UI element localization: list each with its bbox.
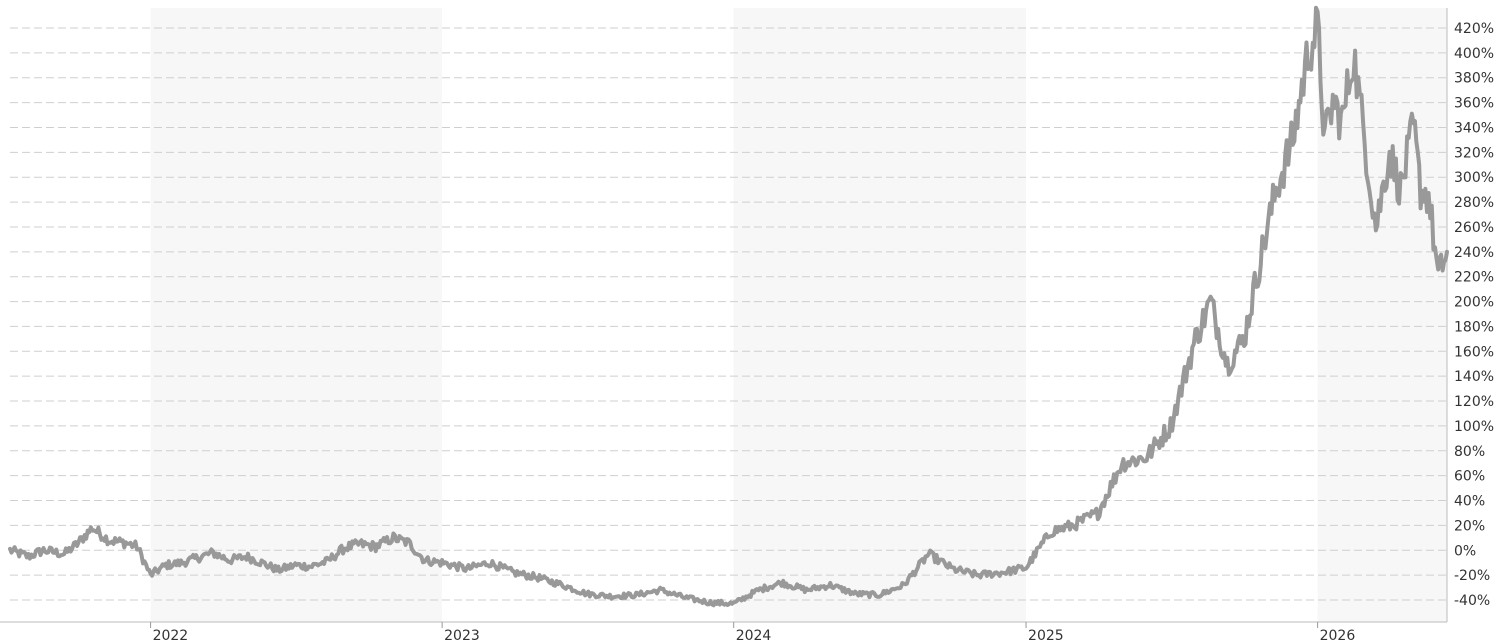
y-tick-label: 380%: [1454, 71, 1494, 87]
year-band: [733, 8, 1027, 622]
y-tick-label: 100%: [1454, 419, 1494, 435]
y-tick-label: 360%: [1454, 96, 1494, 112]
y-tick-label: 140%: [1454, 369, 1494, 385]
y-tick-label: -20%: [1454, 568, 1490, 584]
y-tick-label: 320%: [1454, 145, 1494, 161]
x-tick-label: 2025: [1028, 628, 1064, 642]
x-tick-label: 2026: [1320, 628, 1356, 642]
x-tick-label: 2022: [153, 628, 189, 642]
y-tick-label: 400%: [1454, 46, 1494, 62]
year-band: [150, 8, 443, 622]
y-tick-label: 340%: [1454, 120, 1494, 136]
y-tick-label: 0%: [1454, 543, 1476, 559]
plot-area: [8, 5, 1449, 608]
year-band: [1026, 8, 1318, 622]
y-tick-label: 200%: [1454, 295, 1494, 311]
y-tick-label: 220%: [1454, 270, 1494, 286]
year-band: [10, 8, 151, 622]
y-tick-label: 80%: [1454, 444, 1485, 460]
year-bands: [10, 8, 1447, 622]
y-tick-label: 40%: [1454, 494, 1485, 510]
y-tick-label: 180%: [1454, 319, 1494, 335]
y-axis: -40% -20% 0% 20% 40% 60% 80% 100% 120% 140% 160% 18…: [1446, 8, 1494, 622]
x-tick-label: 2024: [736, 628, 772, 642]
y-tick-label: 280%: [1454, 195, 1494, 211]
x-tick-label: 2023: [444, 628, 480, 642]
y-tick-label: 60%: [1454, 469, 1485, 485]
y-tick-label: 120%: [1454, 394, 1494, 410]
y-tick-label: -40%: [1454, 593, 1490, 609]
y-tick-label: 300%: [1454, 170, 1494, 186]
y-tick-label: 420%: [1454, 21, 1494, 37]
y-tick-label: 260%: [1454, 220, 1494, 236]
y-tick-label: 240%: [1454, 245, 1494, 261]
series-line: [8, 5, 1449, 608]
y-tick-label: 160%: [1454, 344, 1494, 360]
year-band: [442, 8, 734, 622]
x-axis: 2022 2023 2024 2025 2026: [0, 621, 1447, 642]
y-tick-label: 20%: [1454, 518, 1485, 534]
